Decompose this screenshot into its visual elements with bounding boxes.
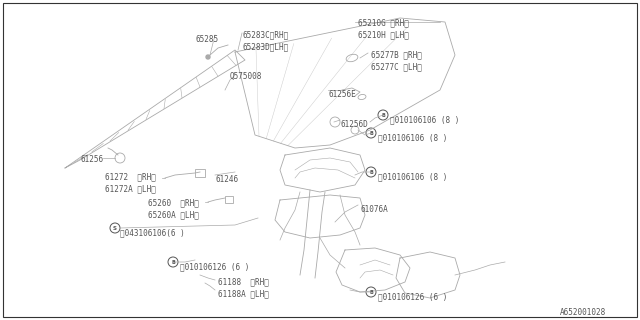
Text: 61188A ≪LH≫: 61188A ≪LH≫ <box>218 289 269 298</box>
Circle shape <box>206 55 210 59</box>
Text: 65285: 65285 <box>195 35 218 44</box>
Bar <box>225 196 233 203</box>
Text: 65210H ≪LH≫: 65210H ≪LH≫ <box>358 30 409 39</box>
Text: B: B <box>369 131 373 135</box>
Text: B: B <box>171 260 175 265</box>
Text: 65210G ≪RH≫: 65210G ≪RH≫ <box>358 18 409 27</box>
Text: 61256E: 61256E <box>328 90 356 99</box>
Text: 61272  ≪RH≫: 61272 ≪RH≫ <box>105 172 156 181</box>
Text: A652001028: A652001028 <box>560 308 606 317</box>
Text: Ⓑ010106126 (6 ): Ⓑ010106126 (6 ) <box>378 292 447 301</box>
Text: B: B <box>381 113 385 117</box>
Text: Ⓑ010106126 (6 ): Ⓑ010106126 (6 ) <box>180 262 250 271</box>
Text: 61272A ≪LH≫: 61272A ≪LH≫ <box>105 184 156 193</box>
Text: 65277B ≪RH≫: 65277B ≪RH≫ <box>371 50 422 59</box>
Text: Ⓑ010106106 (8 ): Ⓑ010106106 (8 ) <box>378 172 447 181</box>
Text: 61256: 61256 <box>80 155 103 164</box>
Bar <box>195 169 205 177</box>
Text: 65283D≪LH≫: 65283D≪LH≫ <box>242 42 288 51</box>
Text: Ⓢ043106106(6 ): Ⓢ043106106(6 ) <box>120 228 185 237</box>
Text: B: B <box>369 170 373 174</box>
Text: 61246: 61246 <box>215 175 238 184</box>
Text: B: B <box>369 290 373 294</box>
Text: 61256D: 61256D <box>340 120 368 129</box>
Text: 65283C≪RH≫: 65283C≪RH≫ <box>242 30 288 39</box>
Text: S: S <box>113 226 117 230</box>
Text: 65260  ≪RH≫: 65260 ≪RH≫ <box>148 198 199 207</box>
Text: Ⓑ010106106 (8 ): Ⓑ010106106 (8 ) <box>378 133 447 142</box>
Text: 65277C ≪LH≫: 65277C ≪LH≫ <box>371 62 422 71</box>
Text: 61188  ≪RH≫: 61188 ≪RH≫ <box>218 277 269 286</box>
Text: 61076A: 61076A <box>360 205 388 214</box>
Text: 65260A ≪LH≫: 65260A ≪LH≫ <box>148 210 199 219</box>
Text: Ⓑ010106106 (8 ): Ⓑ010106106 (8 ) <box>390 115 460 124</box>
Text: Q575008: Q575008 <box>230 72 262 81</box>
